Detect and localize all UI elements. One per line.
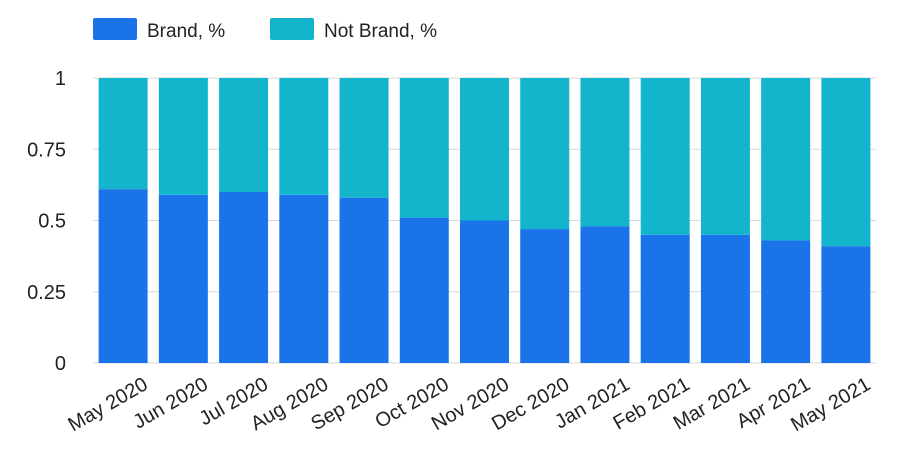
y-tick-label: 0.5: [38, 211, 66, 233]
bar-brand: [98, 189, 148, 363]
bar-brand: [580, 226, 630, 363]
bar-brand: [158, 194, 208, 363]
bar-not-brand: [580, 78, 630, 227]
bar-brand: [339, 197, 389, 363]
bars: [98, 78, 871, 363]
bar-brand: [460, 220, 509, 363]
bar-not-brand: [399, 78, 449, 218]
bar-not-brand: [219, 78, 269, 192]
bar-brand: [640, 234, 690, 363]
legend: Brand, % Not Brand, %: [93, 18, 437, 42]
bar-brand: [399, 217, 449, 363]
bar-not-brand: [700, 78, 750, 235]
y-axis-ticks: 0 0.25 0.5 0.75 1: [27, 68, 66, 375]
y-tick-label: 1: [55, 68, 66, 90]
bar-not-brand: [640, 78, 690, 235]
bar-brand: [279, 194, 329, 363]
bar-brand: [700, 234, 750, 363]
bar-not-brand: [158, 78, 208, 195]
bar-not-brand: [821, 78, 871, 247]
bar-not-brand: [460, 78, 509, 221]
legend-label-brand: Brand, %: [147, 21, 225, 42]
bar-not-brand: [761, 78, 811, 241]
bar-brand: [520, 229, 570, 363]
legend-swatch-brand: [93, 18, 137, 40]
bar-not-brand: [279, 78, 329, 195]
y-tick-label: 0: [55, 353, 66, 375]
legend-label-not-brand: Not Brand, %: [324, 21, 437, 42]
bar-not-brand: [520, 78, 570, 230]
y-tick-label: 0.25: [27, 282, 66, 304]
y-tick-label: 0.75: [27, 139, 66, 161]
bar-not-brand: [339, 78, 389, 198]
bar-not-brand: [98, 78, 148, 190]
bar-brand: [761, 240, 811, 363]
bar-brand: [219, 192, 269, 363]
bar-brand: [821, 246, 871, 363]
legend-swatch-not-brand: [270, 18, 314, 40]
